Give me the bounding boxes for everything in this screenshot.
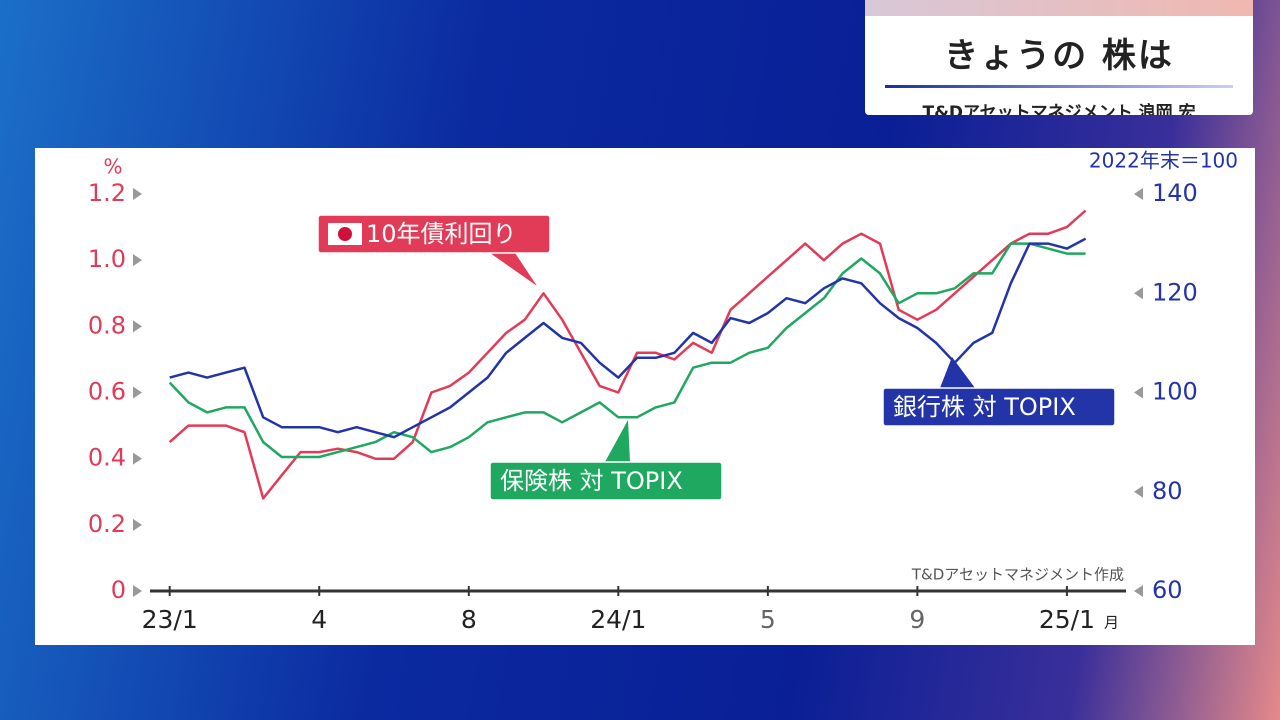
x-tick-label: 23/1 [142,605,198,634]
y2-tick-mark [1134,287,1143,300]
x-tick-label: 24/1 [590,605,646,634]
callout-box [882,387,1116,427]
x-tick-label: 4 [311,605,327,634]
source: T&Dアセットマネジメント作成 [911,566,1124,584]
callout-pointer [605,420,630,462]
header-strip [865,0,1253,16]
callout-box [317,214,551,254]
legend-label: 銀行株 対 TOPIX [893,393,1076,421]
header-title: きょうの 株は [944,36,1174,76]
y2-tick-mark [1134,386,1143,399]
legend-label: 保険株 対 TOPIX [500,467,683,495]
y-axis-label: % [103,155,122,179]
y-tick-label: 0.8 [88,311,126,339]
y2-tick-label: 80 [1152,477,1183,505]
y2-tick-label: 100 [1152,378,1198,406]
y-tick-label: 0.4 [88,444,126,472]
header-subtitle: T&Dアセットマネジメント 浪岡 宏 [922,103,1196,115]
callout-pointer [940,357,975,388]
series-line [168,242,1086,459]
x-tick-label: 8 [461,605,477,634]
y-tick-mark [133,386,142,399]
y-tick-mark [133,585,142,597]
x-tick-label: 25/1 [1039,605,1095,634]
y-tick-mark [133,254,142,267]
y-tick-label: 0 [111,576,126,604]
y-tick-label: 0.6 [88,378,126,406]
y2-tick-label: 120 [1152,278,1198,306]
callout-box [489,461,723,501]
y-tick-label: 0.2 [88,510,126,538]
y-tick-label: 1.2 [88,179,126,207]
x-tick-label: 5 [760,605,776,634]
header-rule [885,85,1233,88]
series-line [169,237,1087,439]
flag-sun [338,227,352,241]
header: きょうの 株は T&Dアセットマネジメント 浪岡 宏 [865,0,1253,115]
legend-label: 10年債利回り [366,220,517,248]
y-tick-mark [133,188,142,200]
series-line [168,209,1087,500]
y2-tick-label: 140 [1152,179,1198,207]
y-tick-mark [133,452,142,465]
y2-tick-mark [1134,585,1143,597]
y-tick-mark [133,518,142,531]
callout-pointer [490,253,537,286]
x-tick-label: 9 [909,605,925,634]
x-unit: 月 [1104,614,1119,632]
y-tick-mark [133,320,142,333]
y2-tick-mark [1134,188,1143,200]
y-tick-label: 1.0 [88,245,126,273]
y2-tick-label: 60 [1152,576,1183,604]
y2-axis-label: 2022年末＝100 [1089,149,1238,173]
y2-tick-mark [1134,485,1143,498]
